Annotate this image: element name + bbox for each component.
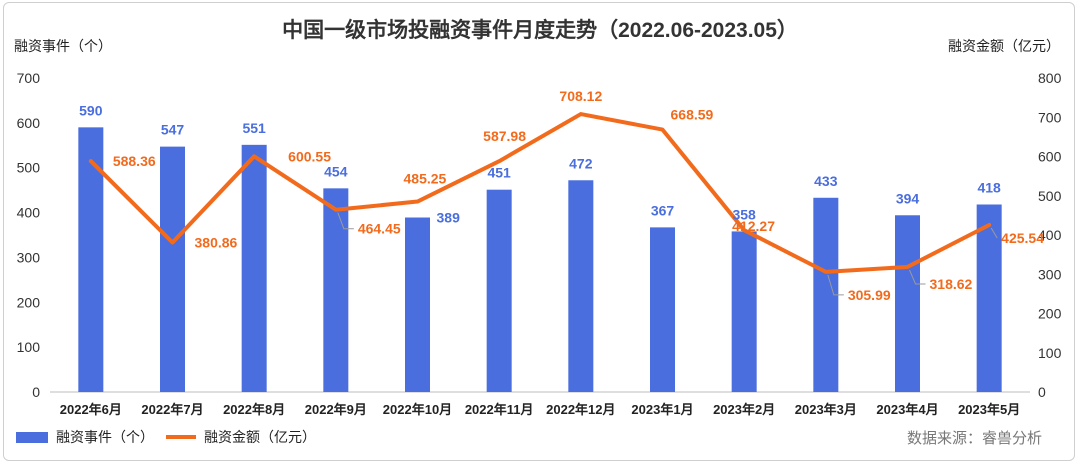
x-tick-label: 2023年3月	[795, 402, 857, 417]
left-tick-label: 100	[17, 339, 41, 355]
event-bar-label: 451	[487, 165, 511, 181]
x-tick-label: 2022年12月	[546, 402, 615, 417]
event-bar-label: 433	[814, 173, 838, 189]
amount-line-label: 485.25	[404, 171, 447, 187]
right-tick-label: 400	[1038, 227, 1062, 243]
label-leader-line	[337, 212, 354, 230]
event-bar	[323, 188, 349, 392]
left-tick-label: 600	[17, 115, 41, 131]
left-tick-label: 300	[17, 249, 41, 265]
legend-bar-label: 融资事件（个）	[56, 429, 154, 445]
event-bar-label: 358	[732, 206, 756, 222]
x-tick-label: 2022年8月	[223, 402, 285, 417]
left-tick-label: 400	[17, 205, 41, 221]
right-tick-label: 200	[1038, 306, 1062, 322]
left-tick-label: 0	[32, 384, 40, 400]
event-bar-label: 551	[242, 120, 266, 136]
event-bar-label: 367	[651, 202, 675, 218]
amount-line-label: 380.86	[195, 235, 238, 251]
amount-line-label: 588.36	[113, 153, 156, 169]
x-tick-label: 2023年1月	[631, 402, 693, 417]
event-bar	[731, 231, 757, 392]
amount-line-label: 708.12	[559, 88, 602, 104]
source-note: 数据来源：睿兽分析	[907, 430, 1042, 447]
event-bar-label: 389	[437, 210, 461, 226]
right-tick-label: 800	[1038, 70, 1062, 86]
right-tick-label: 700	[1038, 109, 1062, 125]
event-bar-label: 547	[161, 122, 185, 138]
event-bar-label: 394	[896, 190, 920, 206]
event-bar	[241, 144, 267, 392]
amount-line-label: 464.45	[358, 221, 401, 237]
amount-line-label: 587.98	[483, 128, 526, 144]
x-tick-label: 2023年4月	[876, 402, 938, 417]
right-tick-label: 300	[1038, 266, 1062, 282]
amount-line-label: 600.55	[288, 148, 331, 164]
event-bar	[895, 215, 920, 392]
event-bar-label: 418	[977, 179, 1001, 195]
event-bar	[160, 146, 185, 392]
x-tick-label: 2022年11月	[465, 402, 534, 417]
event-bar	[405, 217, 430, 392]
right-axis-title: 融资金额（亿元）	[948, 38, 1060, 54]
label-leader-line	[909, 269, 926, 285]
x-tick-label: 2022年6月	[60, 402, 122, 417]
x-tick-label: 2022年10月	[383, 402, 452, 417]
label-leader-line	[827, 274, 844, 296]
amount-series-line	[88, 112, 992, 274]
legend-bar-swatch	[16, 432, 48, 443]
x-tick-label: 2023年5月	[958, 402, 1020, 417]
label-leader-line	[990, 227, 998, 239]
event-bar	[650, 227, 675, 392]
left-axis-title: 融资事件（个）	[14, 38, 112, 54]
event-bar-label: 590	[79, 102, 103, 118]
event-bar-label: 472	[569, 155, 593, 171]
amount-line-label: 412.27	[732, 218, 775, 234]
amount-line-label: 305.99	[848, 287, 891, 303]
event-bar	[976, 204, 1002, 392]
right-tick-label: 500	[1038, 188, 1062, 204]
amount-line-label: 425.54	[1001, 230, 1044, 246]
legend-line-label: 融资金额（亿元）	[204, 429, 316, 445]
right-tick-label: 100	[1038, 345, 1062, 361]
chart-title: 中国一级市场投融资事件月度走势（2022.06-2023.05）	[282, 18, 798, 42]
x-tick-label: 2022年7月	[141, 402, 203, 417]
right-tick-label: 0	[1038, 384, 1046, 400]
x-tick-label: 2022年9月	[305, 402, 367, 417]
left-tick-label: 500	[17, 160, 41, 176]
amount-line-label: 668.59	[671, 107, 714, 123]
event-bar	[568, 180, 594, 392]
event-bar	[486, 189, 512, 392]
amount-line-label: 318.62	[930, 276, 973, 292]
left-tick-label: 200	[17, 294, 41, 310]
event-bar-label: 454	[324, 163, 348, 179]
right-tick-label: 600	[1038, 149, 1062, 165]
x-tick-label: 2023年2月	[713, 402, 775, 417]
left-tick-label: 700	[17, 70, 41, 86]
